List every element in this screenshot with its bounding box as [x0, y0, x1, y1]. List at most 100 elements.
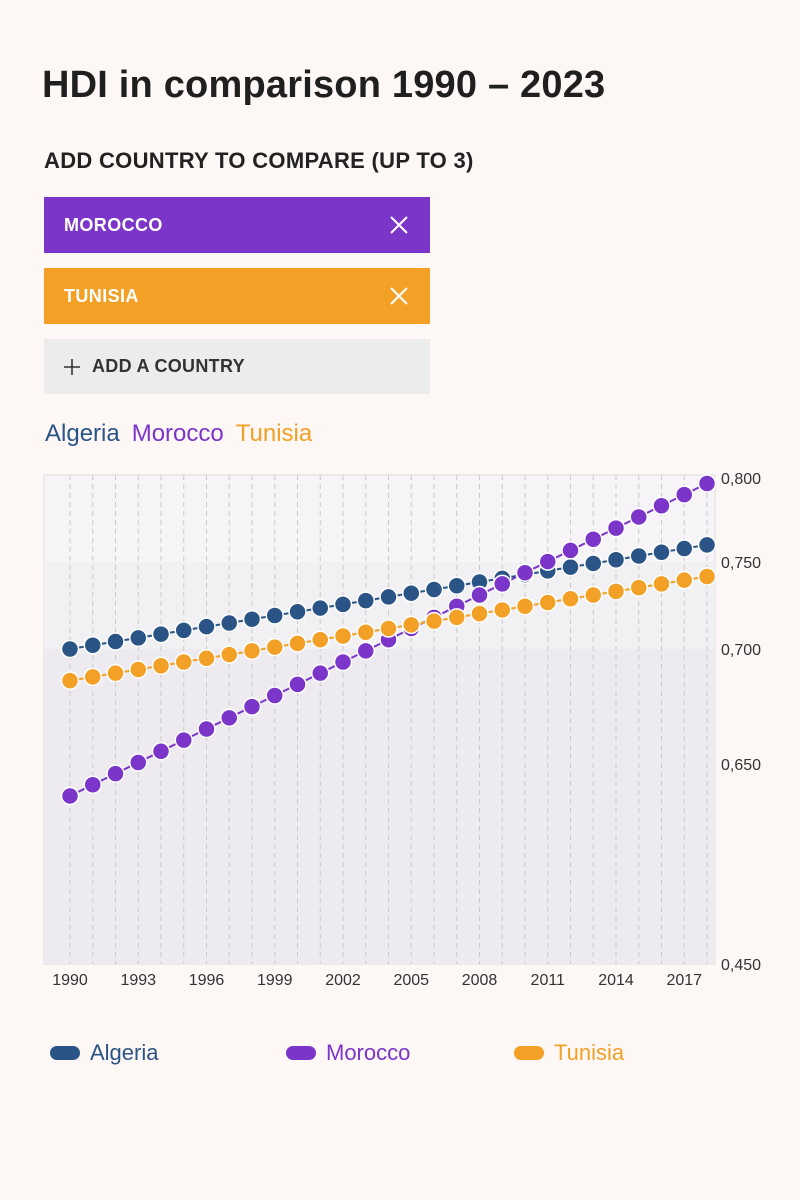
add-country-label: ADD A COUNTRY — [92, 356, 245, 376]
data-point-morocco[interactable] — [151, 742, 171, 761]
data-point-tunisia[interactable] — [379, 619, 398, 638]
y-tick-label: 0,450 — [721, 957, 761, 974]
data-point-algeria[interactable] — [447, 576, 466, 596]
data-point-tunisia[interactable] — [447, 608, 466, 627]
data-point-algeria[interactable] — [379, 587, 398, 607]
chip-label-tunisia: TUNISIA — [64, 285, 139, 306]
data-point-morocco[interactable] — [470, 585, 489, 605]
close-icon[interactable] — [388, 285, 410, 307]
x-tick-label: 1993 — [120, 972, 156, 989]
legend-entry-morocco: Morocco — [286, 1040, 514, 1066]
data-point-algeria[interactable] — [265, 606, 284, 625]
data-point-morocco[interactable] — [356, 641, 375, 661]
data-point-algeria[interactable] — [584, 554, 603, 573]
data-point-tunisia[interactable] — [265, 637, 284, 657]
legend-entry-tunisia: Tunisia — [514, 1040, 624, 1066]
x-tick-label: 1996 — [189, 972, 225, 989]
data-point-morocco[interactable] — [333, 652, 353, 672]
data-point-algeria[interactable] — [220, 613, 239, 633]
data-point-tunisia[interactable] — [470, 604, 489, 623]
data-point-tunisia[interactable] — [424, 611, 444, 631]
data-point-algeria[interactable] — [561, 557, 580, 577]
data-point-tunisia[interactable] — [675, 570, 694, 590]
legend-label-tunisia: Tunisia — [554, 1040, 625, 1065]
data-point-algeria[interactable] — [311, 598, 330, 618]
data-point-tunisia[interactable] — [515, 596, 535, 616]
data-point-morocco[interactable] — [538, 552, 557, 571]
data-point-algeria[interactable] — [333, 595, 353, 614]
data-point-tunisia[interactable] — [493, 600, 512, 620]
data-point-morocco[interactable] — [242, 697, 262, 716]
data-point-tunisia[interactable] — [584, 585, 603, 605]
data-point-morocco[interactable] — [265, 686, 284, 705]
y-tick-label: 0,800 — [721, 471, 761, 488]
data-point-morocco[interactable] — [129, 753, 148, 772]
data-point-tunisia[interactable] — [356, 623, 375, 642]
data-point-tunisia[interactable] — [242, 641, 262, 661]
data-point-morocco[interactable] — [675, 485, 694, 504]
data-point-algeria[interactable] — [151, 624, 171, 644]
data-point-tunisia[interactable] — [106, 663, 125, 683]
data-point-tunisia[interactable] — [538, 593, 557, 612]
data-point-algeria[interactable] — [129, 628, 148, 648]
data-point-morocco[interactable] — [697, 474, 717, 493]
data-point-morocco[interactable] — [515, 563, 535, 582]
data-point-tunisia[interactable] — [311, 630, 330, 649]
data-point-algeria[interactable] — [356, 591, 375, 610]
legend-swatch-tunisia — [514, 1046, 544, 1060]
data-point-algeria[interactable] — [652, 543, 671, 562]
legend-entry-algeria: Algeria — [50, 1040, 286, 1066]
data-point-morocco[interactable] — [83, 775, 102, 795]
legend-label-algeria: Algeria — [90, 1040, 159, 1065]
data-point-morocco[interactable] — [220, 708, 239, 728]
data-point-tunisia[interactable] — [129, 660, 148, 679]
data-point-algeria[interactable] — [106, 632, 125, 651]
data-point-tunisia[interactable] — [83, 667, 102, 687]
data-point-algeria[interactable] — [629, 546, 648, 566]
data-point-tunisia[interactable] — [561, 589, 580, 609]
data-point-morocco[interactable] — [629, 507, 648, 527]
x-tick-label: 2017 — [666, 972, 702, 989]
data-point-algeria[interactable] — [242, 609, 262, 629]
data-point-algeria[interactable] — [288, 602, 307, 622]
data-point-tunisia[interactable] — [60, 671, 80, 690]
data-point-tunisia[interactable] — [220, 645, 239, 664]
data-point-tunisia[interactable] — [652, 574, 671, 594]
data-point-tunisia[interactable] — [606, 582, 626, 601]
x-tick-label: 2005 — [393, 972, 429, 989]
data-point-algeria[interactable] — [83, 636, 102, 655]
data-point-tunisia[interactable] — [697, 567, 717, 586]
data-point-morocco[interactable] — [606, 518, 626, 538]
data-point-tunisia[interactable] — [333, 626, 353, 646]
data-point-algeria[interactable] — [606, 550, 626, 569]
data-point-morocco[interactable] — [311, 663, 330, 683]
data-point-tunisia[interactable] — [174, 652, 193, 672]
data-point-morocco[interactable] — [652, 496, 671, 516]
data-point-algeria[interactable] — [675, 539, 694, 558]
data-point-tunisia[interactable] — [151, 656, 171, 675]
data-point-algeria[interactable] — [697, 535, 717, 555]
data-point-algeria[interactable] — [197, 617, 216, 636]
plot-band-lower — [44, 649, 715, 964]
data-point-tunisia[interactable] — [402, 615, 421, 635]
data-point-algeria[interactable] — [60, 639, 80, 659]
data-point-morocco[interactable] — [561, 541, 580, 560]
data-point-morocco[interactable] — [60, 786, 80, 806]
data-point-tunisia[interactable] — [197, 649, 216, 668]
data-point-morocco[interactable] — [106, 764, 125, 783]
legend-swatch-morocco — [286, 1046, 316, 1060]
x-tick-label: 2014 — [598, 972, 634, 989]
data-point-morocco[interactable] — [288, 675, 307, 694]
data-point-morocco[interactable] — [493, 574, 512, 594]
data-point-morocco[interactable] — [174, 730, 193, 750]
data-point-algeria[interactable] — [402, 583, 421, 603]
data-point-tunisia[interactable] — [629, 578, 648, 597]
data-point-morocco[interactable] — [584, 530, 603, 549]
close-icon[interactable] — [388, 214, 410, 236]
data-point-morocco[interactable] — [197, 719, 216, 739]
data-point-tunisia[interactable] — [288, 634, 307, 653]
add-country-button[interactable]: ADD A COUNTRY — [44, 339, 430, 394]
data-point-algeria[interactable] — [424, 580, 444, 599]
data-point-algeria[interactable] — [174, 621, 193, 640]
